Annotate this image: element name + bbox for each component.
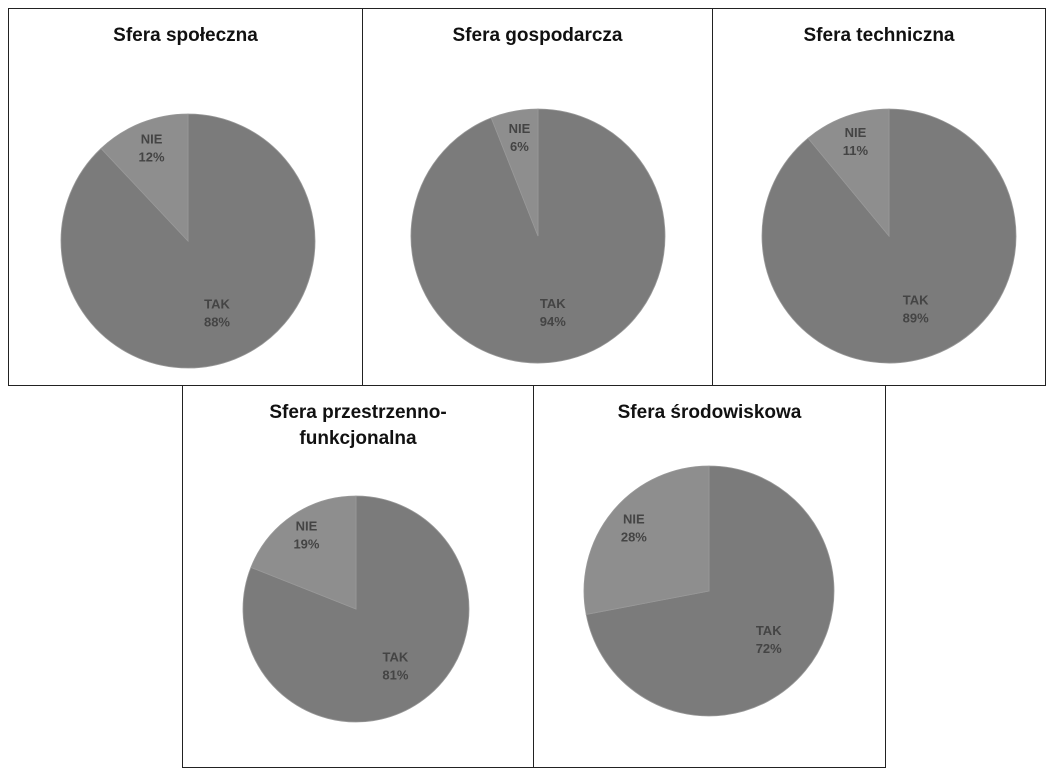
pie-slice [807, 108, 890, 238]
pie-slice [490, 108, 539, 237]
slice-label: 81% [382, 667, 408, 682]
slice-label: 89% [903, 311, 929, 326]
pie-slice [583, 465, 710, 615]
slice-label: 94% [540, 314, 566, 329]
chart-panel: Sfera techniczna TAK 89% NIE 11% [712, 8, 1046, 386]
pie-slice [410, 108, 666, 364]
slice-label: 6% [510, 139, 529, 154]
slice-category: NIE [141, 131, 163, 146]
slice-label: 88% [204, 315, 230, 330]
slice-label: 12% [139, 149, 165, 164]
slice-label: 19% [293, 537, 319, 552]
slice-category: NIE [509, 121, 531, 136]
chart-title: Sfera techniczna [803, 25, 955, 46]
chart-panel: Sfera przestrzenno-funkcjonalna TAK 81% NIE… [182, 385, 534, 768]
slice-category: NIE [296, 519, 318, 534]
pie-chart: TAK 72% NIE 28% [583, 465, 835, 717]
slice-category: TAK [756, 623, 782, 638]
slice-label: 28% [621, 529, 647, 544]
slice-category: TAK [903, 293, 929, 308]
slice-category: TAK [204, 297, 230, 312]
slice-label: 72% [756, 641, 782, 656]
pie-chart: TAK 89% NIE 11% [761, 108, 1017, 364]
pie-slice [585, 465, 835, 717]
slice-category: NIE [845, 125, 867, 140]
pie-slice [60, 113, 316, 369]
chart-panel: Sfera środowiskowa TAK 72% NIE 28% [533, 385, 886, 768]
chart-title: Sfera przestrzenno-funkcjonalna [269, 402, 447, 449]
pie-chart: TAK 94% NIE 6% [410, 108, 666, 364]
slice-label: 11% [843, 143, 869, 158]
chart-title: Sfera środowiskowa [617, 402, 802, 423]
slice-category: TAK [540, 296, 566, 311]
chart-panel: Sfera społeczna TAK 88% NIE 12% [8, 8, 363, 386]
pie-slice [100, 113, 189, 243]
pie-chart: TAK 88% NIE 12% [60, 113, 316, 369]
chart-title: Sfera gospodarcza [452, 25, 623, 46]
slice-category: NIE [623, 511, 645, 526]
slice-category: TAK [382, 649, 408, 664]
chart-panel: Sfera gospodarcza TAK 94% NIE 6% [362, 8, 713, 386]
pie-slice [250, 495, 357, 610]
pie-chart: TAK 81% NIE 19% [242, 495, 470, 723]
chart-title: Sfera społeczna [113, 25, 258, 46]
